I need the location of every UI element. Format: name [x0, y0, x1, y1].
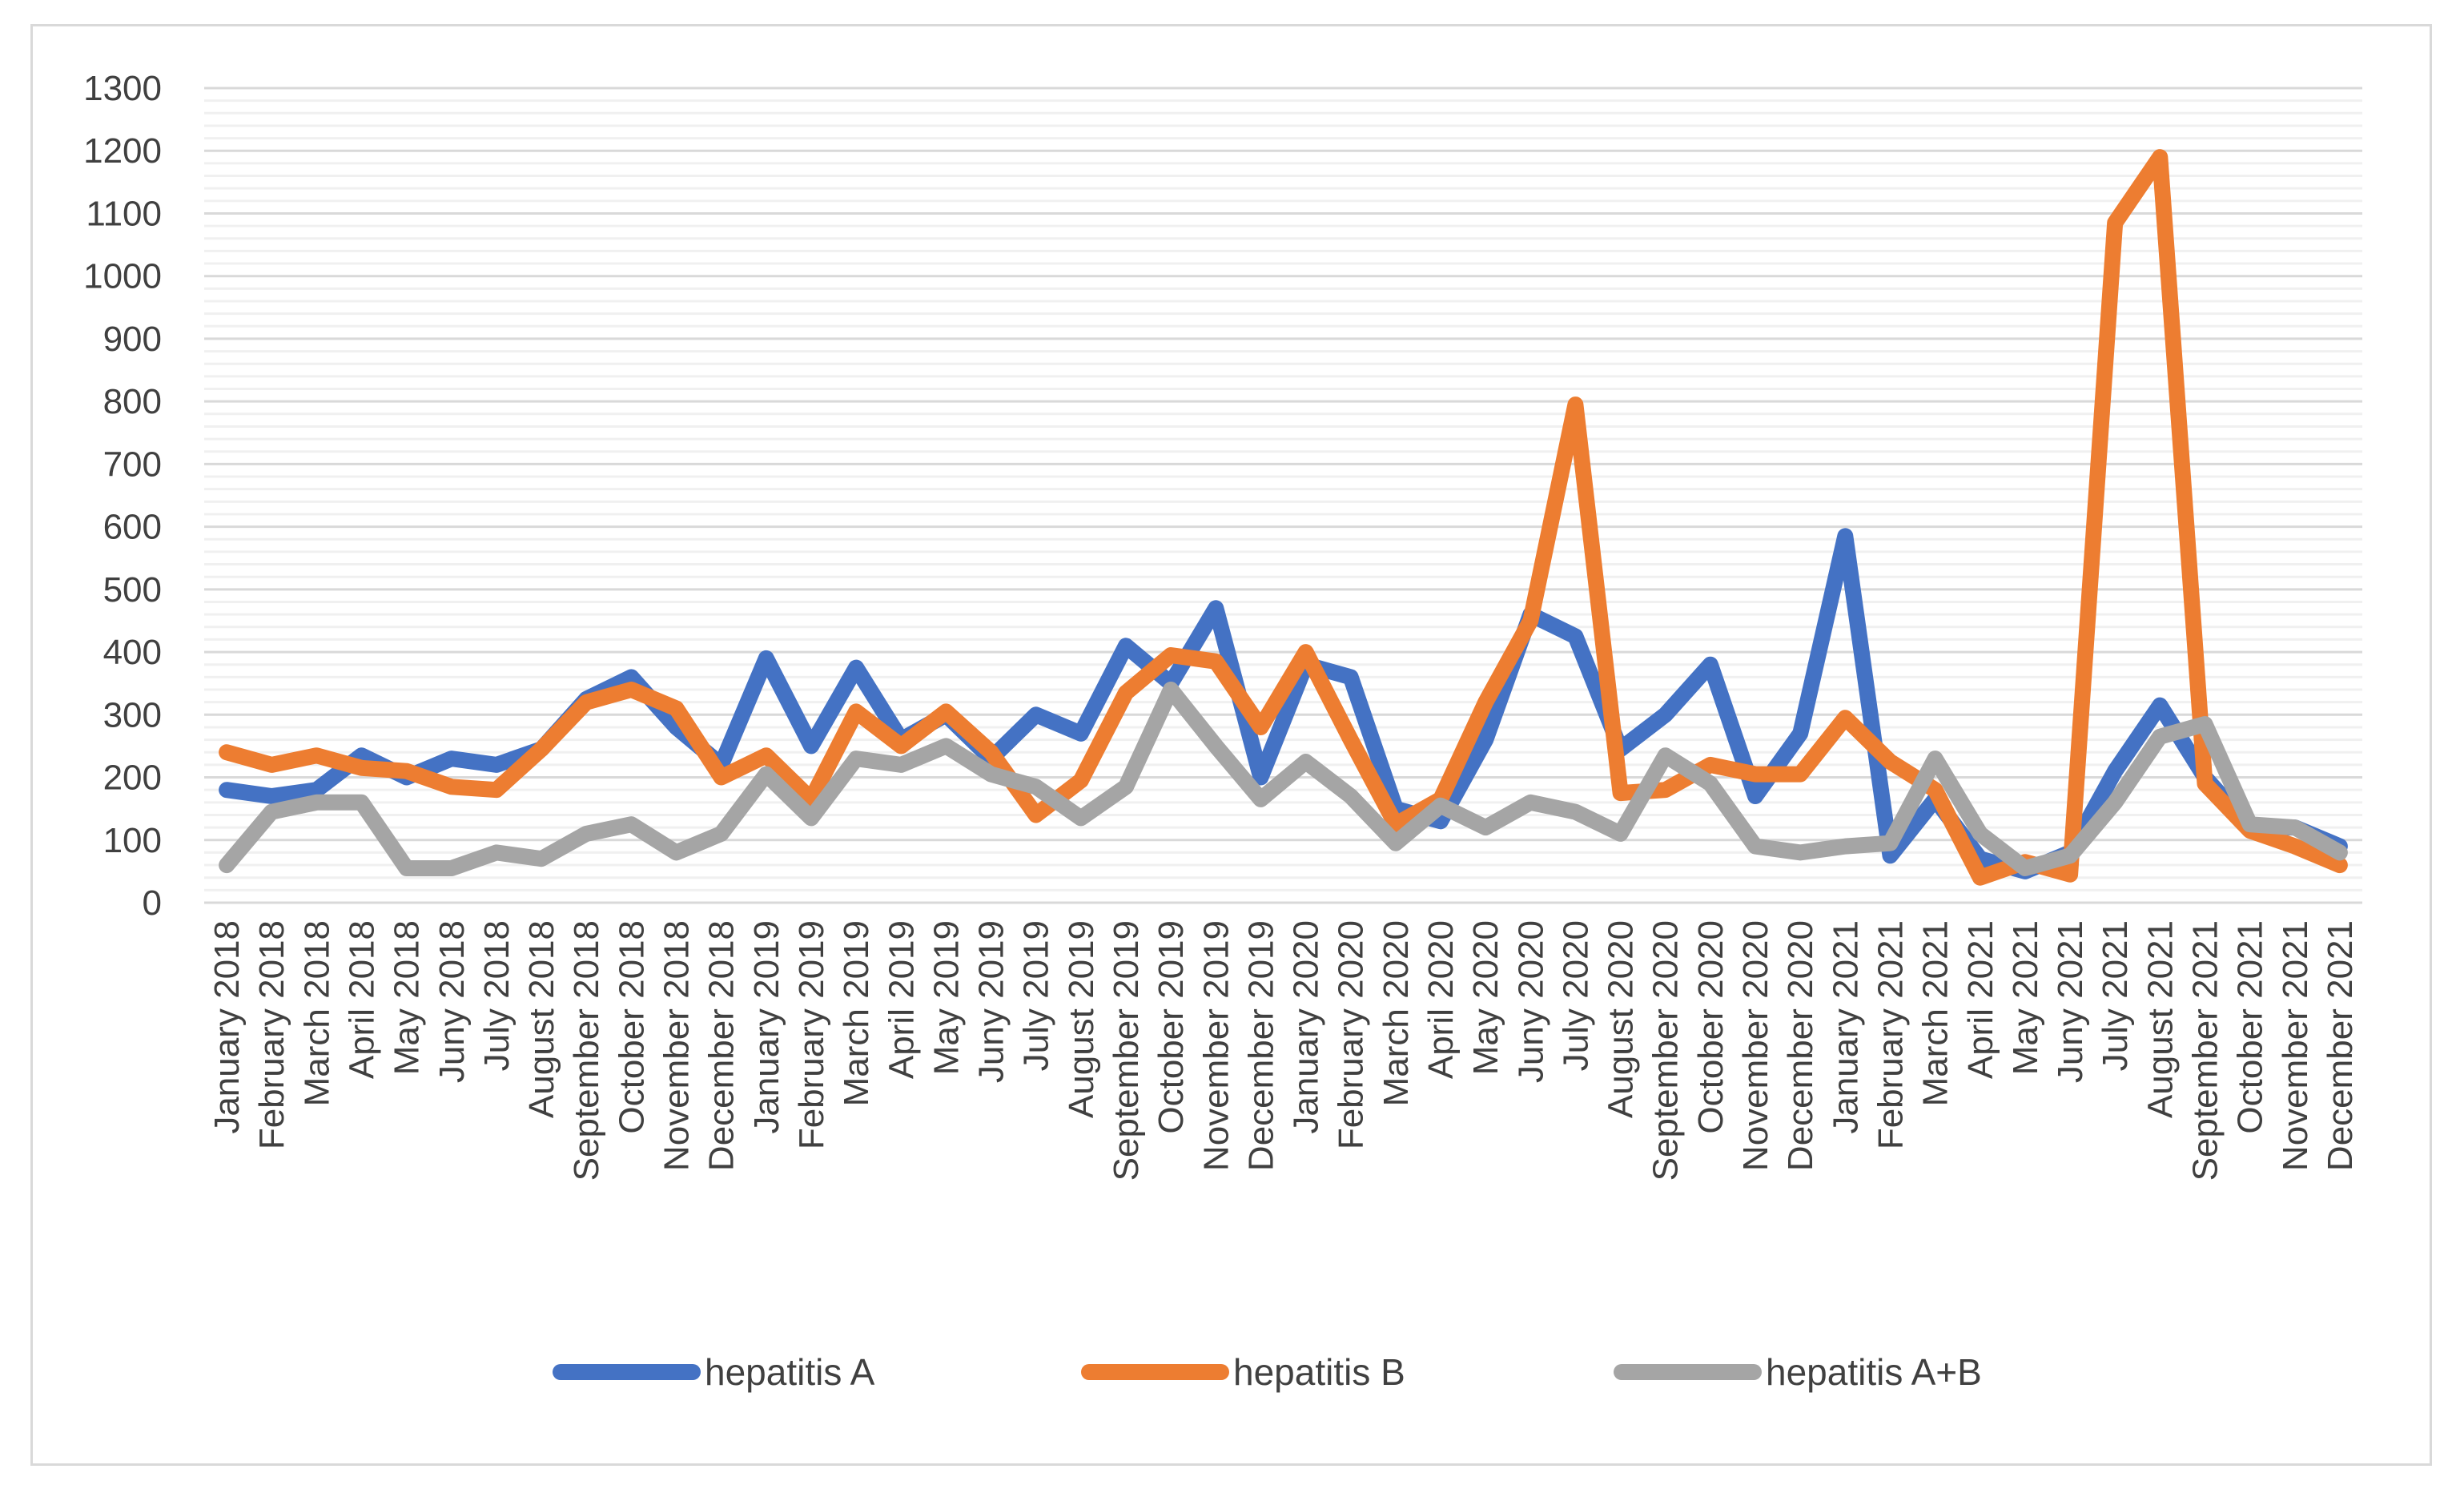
y-tick-label: 800 [103, 382, 162, 421]
x-tick-label: January 2021 [1826, 920, 1865, 1134]
x-tick-label: February 2018 [252, 920, 291, 1149]
y-tick-label: 100 [103, 821, 162, 860]
series-lines [219, 149, 2348, 886]
x-tick-label: October 2021 [2231, 920, 2270, 1134]
x-tick-label: Juny 2018 [432, 920, 472, 1083]
x-tick-label: July 2018 [477, 920, 517, 1071]
y-tick-label: 500 [103, 570, 162, 610]
y-tick-label: 0 [143, 883, 162, 923]
x-tick-label: April 2018 [343, 920, 382, 1079]
x-tick-label: May 2019 [927, 920, 966, 1075]
x-tick-label: November 2019 [1196, 920, 1236, 1171]
x-tick-label: November 2020 [1736, 920, 1775, 1171]
x-tick-label: January 2019 [747, 920, 786, 1134]
x-tick-label: December 2019 [1241, 920, 1280, 1171]
x-tick-label: May 2021 [2006, 920, 2045, 1075]
x-tick-label: October 2018 [612, 920, 651, 1134]
legend-label-hepatitis-a-b: hepatitis A+B [1766, 1351, 1982, 1393]
x-tick-label: September 2019 [1107, 920, 1146, 1181]
x-axis: January 2018 February 2018 March 2018 April… [204, 901, 2362, 1181]
y-tick-label: 200 [103, 759, 162, 798]
x-tick-label: September 2018 [567, 920, 606, 1181]
x-tick-label: January 2018 [207, 920, 247, 1134]
x-tick-label: January 2020 [1287, 920, 1326, 1134]
x-tick-label: February 2020 [1332, 920, 1371, 1149]
x-tick-label: May 2018 [388, 920, 427, 1075]
x-tick-label: September 2021 [2185, 920, 2225, 1181]
x-tick-label: December 2018 [702, 920, 742, 1171]
y-tick-label: 1100 [86, 194, 162, 233]
legend-label-hepatitis-a: hepatitis A [705, 1351, 875, 1393]
x-tick-label: February 2021 [1871, 920, 1910, 1149]
gridlines [204, 87, 2362, 904]
x-tick-label: Juny 2021 [2051, 920, 2090, 1083]
y-tick-label: 1200 [83, 131, 162, 171]
y-tick-label: 300 [103, 695, 162, 734]
x-tick-label: March 2019 [837, 920, 876, 1106]
x-tick-label: March 2021 [1916, 920, 1956, 1106]
x-tick-label: February 2019 [792, 920, 831, 1149]
x-tick-label: August 2020 [1602, 920, 1641, 1118]
y-tick-label: 1000 [83, 257, 162, 296]
y-tick-label: 900 [103, 320, 162, 359]
x-tick-label: April 2021 [1961, 920, 2000, 1079]
y-tick-label: 400 [103, 633, 162, 672]
x-tick-label: April 2020 [1421, 920, 1461, 1079]
x-tick-label: November 2018 [657, 920, 697, 1171]
x-tick-label: August 2019 [1062, 920, 1101, 1118]
y-tick-label: 700 [103, 445, 162, 484]
y-tick-label: 1300 [83, 69, 162, 108]
y-axis: 0 100 200 300 400 500 600 700 800 900 1000 1100 1200… [83, 69, 162, 923]
x-tick-label: April 2019 [882, 920, 921, 1079]
x-tick-label: July 2020 [1556, 920, 1595, 1071]
x-tick-label: May 2020 [1466, 920, 1505, 1075]
x-tick-label: March 2018 [297, 920, 336, 1106]
x-tick-label: October 2020 [1691, 920, 1730, 1134]
y-tick-label: 600 [103, 508, 162, 547]
x-tick-label: November 2021 [2276, 920, 2315, 1171]
x-tick-label: July 2021 [2096, 920, 2135, 1071]
legend: hepatitis A hepatitis B hepatitis A+B [553, 1351, 1982, 1393]
x-tick-label: August 2021 [2140, 920, 2180, 1118]
x-tick-label: August 2018 [522, 920, 561, 1118]
x-tick-label: Juny 2019 [972, 920, 1011, 1083]
x-tick-label: December 2021 [2321, 920, 2360, 1171]
x-tick-label: September 2020 [1646, 920, 1686, 1181]
x-tick-label: December 2020 [1781, 920, 1820, 1171]
x-tick-label: July 2019 [1017, 920, 1056, 1071]
x-tick-label: Juny 2020 [1511, 920, 1550, 1083]
series-line-hepatitis-a-b [219, 682, 2348, 876]
series-line-hepatitis-b [219, 149, 2348, 886]
legend-label-hepatitis-b: hepatitis B [1233, 1351, 1405, 1393]
x-tick-label: March 2020 [1377, 920, 1416, 1106]
x-tick-label: October 2019 [1152, 920, 1191, 1134]
